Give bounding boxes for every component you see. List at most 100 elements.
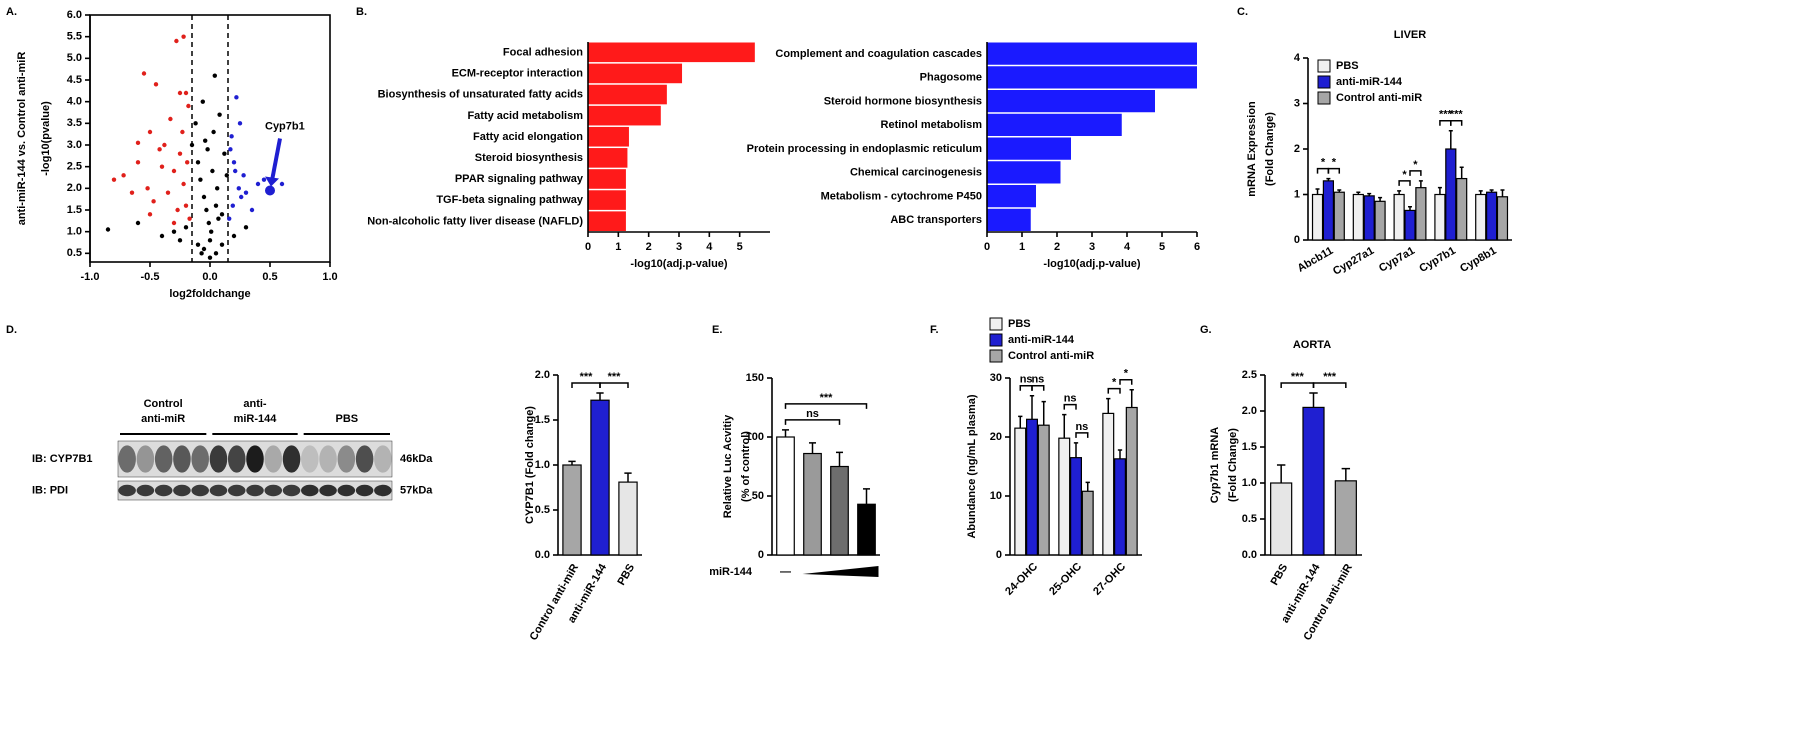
point [219,242,225,247]
error-bar [1448,130,1453,149]
category-label: Steroid biosynthesis [475,152,583,164]
bar [1334,480,1357,556]
significance-bracket [1107,387,1121,394]
point [206,220,211,226]
y-tick-label: 5.5 [67,31,82,43]
point [234,95,239,100]
error-bar [1029,394,1035,420]
significance-bracket [1312,382,1347,388]
y-tick-label: 1 [1294,188,1300,200]
point [181,34,186,39]
point [224,173,229,178]
bar [588,211,626,231]
bar [1014,427,1027,556]
y-axis-label: (Fold Change) [1264,112,1276,186]
blot-band [374,445,392,473]
y-tick-label: 1.5 [1242,441,1257,453]
y-tick-label: 1.5 [535,414,550,426]
bar [987,90,1155,113]
point [105,227,111,232]
bar [987,185,1036,208]
bar [857,503,876,556]
point [145,186,150,191]
blot-band [136,445,155,473]
bar [588,148,628,168]
x-tick-label: 1 [615,241,621,253]
legend-swatch [1317,59,1331,73]
blot-band [264,484,283,497]
significance-bracket [784,403,868,409]
point [135,140,141,146]
bar [1037,424,1050,556]
highlight-point [265,185,275,196]
point [183,90,189,96]
point [111,177,117,182]
significance-bracket [1398,180,1411,186]
point [189,142,195,148]
category-label: Metabolism - cytochrome P450 [821,190,982,202]
significance-label: * [1112,377,1117,389]
y-tick-label: 0 [996,549,1002,561]
y-tick-label: 2 [1294,143,1300,155]
point [129,190,135,195]
bar [1058,437,1071,556]
error-bar [835,451,844,467]
point [230,203,235,208]
x-tick-label: 3 [676,241,682,253]
error-bar [1489,189,1494,193]
y-axis-label: (% of control) [740,431,752,502]
significance-bracket [1119,379,1133,385]
point [171,220,177,226]
y-tick-label: 0.5 [535,504,550,516]
point [228,147,233,152]
point [213,203,219,208]
y-tick-label: 0 [758,549,764,561]
error-bar [1117,449,1123,459]
error-bar [862,488,871,505]
point [157,147,162,152]
blot-size-label: 57kDa [400,484,433,496]
point [210,168,215,174]
panel-label: C. [1237,6,1248,18]
y-tick-label: 1.0 [1242,477,1257,489]
error-bar [1041,400,1046,426]
error-bar [1459,166,1464,179]
point [213,251,219,256]
bar [1026,418,1038,556]
point [151,199,156,204]
x-tick-label: 4 [1124,241,1131,253]
x-tick-label: — [780,566,791,578]
blot-band [191,445,209,473]
blot-band [209,445,228,473]
point [236,186,241,191]
bar [1333,191,1345,241]
point [200,99,205,104]
point [187,216,192,221]
error-bar [1500,189,1505,197]
point [177,151,183,156]
significance-bracket [1450,120,1463,126]
legend-label: Control anti-miR [1336,92,1422,104]
error-bar [1315,188,1320,195]
y-tick-label: 5.0 [67,52,82,64]
x-tick-label: 1 [1019,241,1025,253]
bar [1393,193,1405,241]
bar [987,66,1197,89]
panel-label: E. [712,324,722,336]
bar [590,399,610,556]
panel-label: B. [356,6,367,18]
error-bar [1397,190,1402,195]
error-bar [1309,392,1318,408]
bar [588,84,667,105]
point [233,168,238,174]
significance-bracket [599,382,629,388]
legend-label: Control anti-miR [1008,350,1094,362]
bar [1485,191,1498,241]
point [239,194,244,200]
bar [803,452,822,556]
blot-band [319,484,337,497]
legend-label: anti-miR-144 [1336,76,1403,88]
blot-band [118,484,136,497]
point [203,138,208,143]
